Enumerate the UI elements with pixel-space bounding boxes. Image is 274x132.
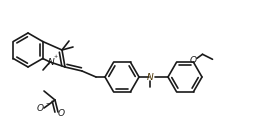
Text: $O$: $O$ <box>57 107 66 118</box>
Text: $N$: $N$ <box>146 72 154 82</box>
Text: $^+$: $^+$ <box>52 55 59 61</box>
Text: $^-$: $^-$ <box>44 101 50 107</box>
Text: $O$: $O$ <box>36 102 45 113</box>
Text: $N$: $N$ <box>47 56 55 67</box>
Text: $O$: $O$ <box>189 54 198 65</box>
